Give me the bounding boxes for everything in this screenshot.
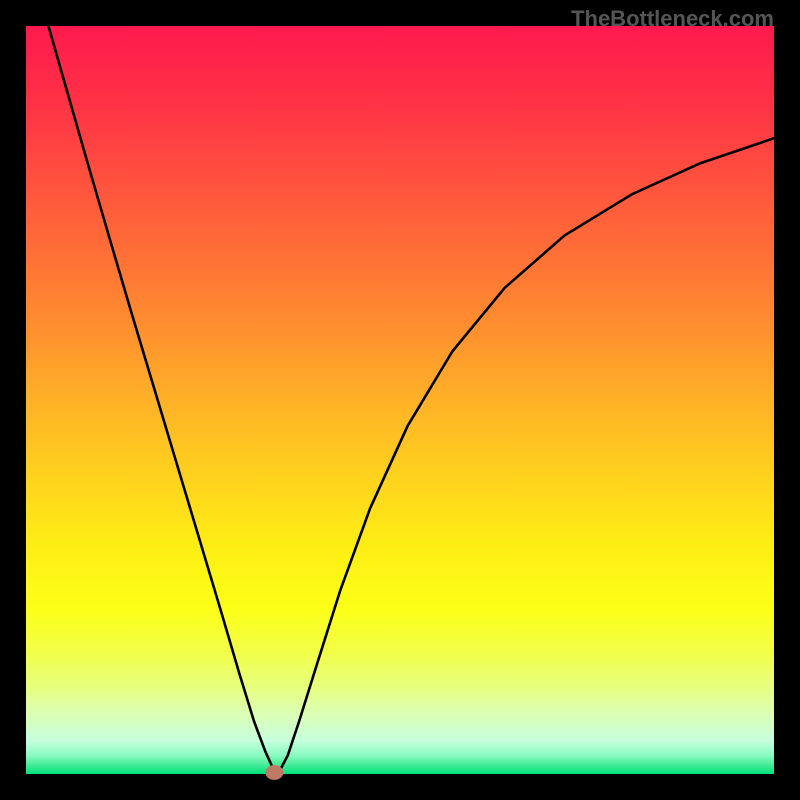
bottleneck-chart — [0, 0, 800, 800]
attribution-text: TheBottleneck.com — [571, 6, 774, 32]
chart-plot-bg — [26, 26, 774, 774]
optimal-point-marker — [265, 765, 283, 780]
